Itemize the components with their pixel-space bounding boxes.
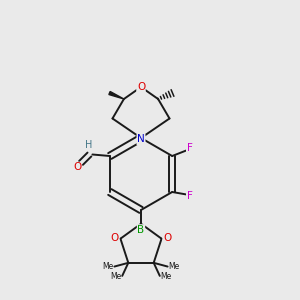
Text: O: O xyxy=(163,233,171,243)
Text: N: N xyxy=(137,134,145,145)
Text: H: H xyxy=(85,140,92,150)
Text: Me: Me xyxy=(169,262,180,271)
Text: F: F xyxy=(187,143,193,153)
Polygon shape xyxy=(109,92,124,99)
Text: O: O xyxy=(137,82,145,92)
Text: Me: Me xyxy=(160,272,171,281)
Text: O: O xyxy=(111,233,119,243)
Text: B: B xyxy=(137,225,145,235)
Text: O: O xyxy=(73,162,81,172)
Text: Me: Me xyxy=(111,272,122,281)
Text: Me: Me xyxy=(102,262,113,271)
Text: F: F xyxy=(187,190,193,201)
